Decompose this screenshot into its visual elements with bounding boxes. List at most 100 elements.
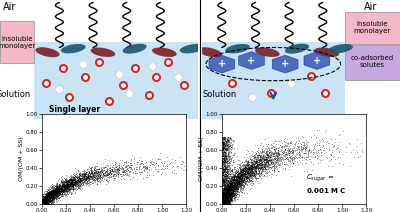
Point	[228, 187, 234, 191]
Point	[247, 174, 253, 178]
Point	[232, 181, 238, 184]
Point	[247, 166, 254, 170]
Point	[283, 151, 290, 154]
Point	[239, 178, 246, 181]
Point	[219, 172, 226, 175]
Point	[226, 189, 232, 192]
Point	[232, 182, 239, 186]
Point	[224, 190, 231, 193]
Point	[43, 202, 50, 205]
Point	[223, 194, 229, 197]
Point	[56, 196, 62, 199]
Point	[223, 148, 229, 151]
Point	[48, 190, 54, 193]
Point	[244, 162, 250, 166]
Point	[54, 193, 61, 196]
Point	[229, 181, 236, 184]
Point	[267, 152, 274, 155]
Point	[44, 194, 51, 197]
Point	[62, 188, 68, 191]
Point	[256, 171, 262, 175]
Point	[54, 191, 61, 194]
Point	[280, 149, 286, 153]
Point	[246, 182, 253, 186]
Point	[220, 176, 226, 180]
Point	[77, 183, 83, 186]
Point	[234, 177, 240, 181]
Point	[302, 147, 309, 150]
Point	[79, 172, 85, 175]
Point	[150, 163, 157, 167]
Point	[249, 167, 255, 170]
Point	[42, 198, 48, 201]
Point	[242, 173, 248, 176]
Point	[239, 170, 245, 173]
Point	[41, 202, 48, 205]
Point	[222, 151, 228, 154]
Point	[224, 202, 230, 205]
Point	[263, 154, 270, 157]
Point	[252, 162, 258, 165]
Point	[220, 201, 226, 205]
Point	[235, 176, 241, 179]
Point	[242, 174, 248, 177]
Point	[264, 149, 270, 153]
Point	[50, 193, 56, 197]
Point	[41, 199, 47, 202]
Point	[230, 180, 236, 183]
Point	[264, 158, 270, 161]
Point	[251, 161, 257, 164]
Point	[55, 192, 61, 195]
Point	[175, 165, 182, 168]
Point	[232, 175, 238, 178]
Point	[228, 175, 234, 178]
Point	[74, 180, 80, 183]
Point	[222, 200, 228, 204]
Point	[226, 188, 232, 192]
Point	[138, 160, 144, 163]
Point	[233, 186, 239, 190]
Point	[219, 188, 226, 192]
Point	[226, 145, 232, 148]
Point	[221, 160, 228, 164]
Point	[47, 194, 53, 197]
Point	[92, 176, 98, 179]
Point	[271, 166, 277, 169]
Point	[230, 179, 236, 183]
Point	[76, 177, 83, 180]
Point	[234, 187, 240, 191]
Point	[75, 183, 82, 186]
Point	[81, 172, 88, 176]
Point	[234, 165, 240, 168]
Point	[81, 178, 88, 181]
Point	[49, 192, 56, 195]
Point	[286, 159, 293, 163]
Point	[260, 170, 266, 173]
Point	[221, 198, 228, 201]
Point	[94, 162, 101, 165]
Point	[226, 194, 232, 197]
Point	[269, 144, 275, 147]
Point	[222, 197, 228, 200]
Point	[231, 186, 237, 189]
Point	[226, 190, 233, 193]
Point	[39, 199, 46, 203]
Point	[230, 158, 236, 161]
Point	[234, 173, 240, 176]
Point	[123, 159, 129, 162]
Point	[259, 156, 266, 159]
Point	[303, 162, 310, 165]
Point	[223, 195, 230, 198]
Point	[220, 196, 226, 199]
Point	[72, 180, 78, 183]
Point	[233, 191, 239, 195]
Point	[67, 176, 74, 180]
Point	[72, 181, 79, 184]
Point	[223, 165, 229, 169]
Point	[226, 187, 233, 191]
Point	[245, 178, 252, 181]
Point	[219, 202, 226, 205]
Point	[50, 198, 56, 201]
Point	[246, 173, 252, 177]
Point	[66, 190, 73, 193]
